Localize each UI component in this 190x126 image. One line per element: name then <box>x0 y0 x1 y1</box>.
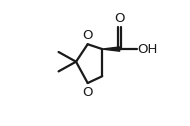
Text: O: O <box>82 29 93 42</box>
Text: OH: OH <box>138 43 158 56</box>
Text: O: O <box>114 12 125 25</box>
Text: O: O <box>82 86 93 99</box>
Polygon shape <box>102 47 120 51</box>
